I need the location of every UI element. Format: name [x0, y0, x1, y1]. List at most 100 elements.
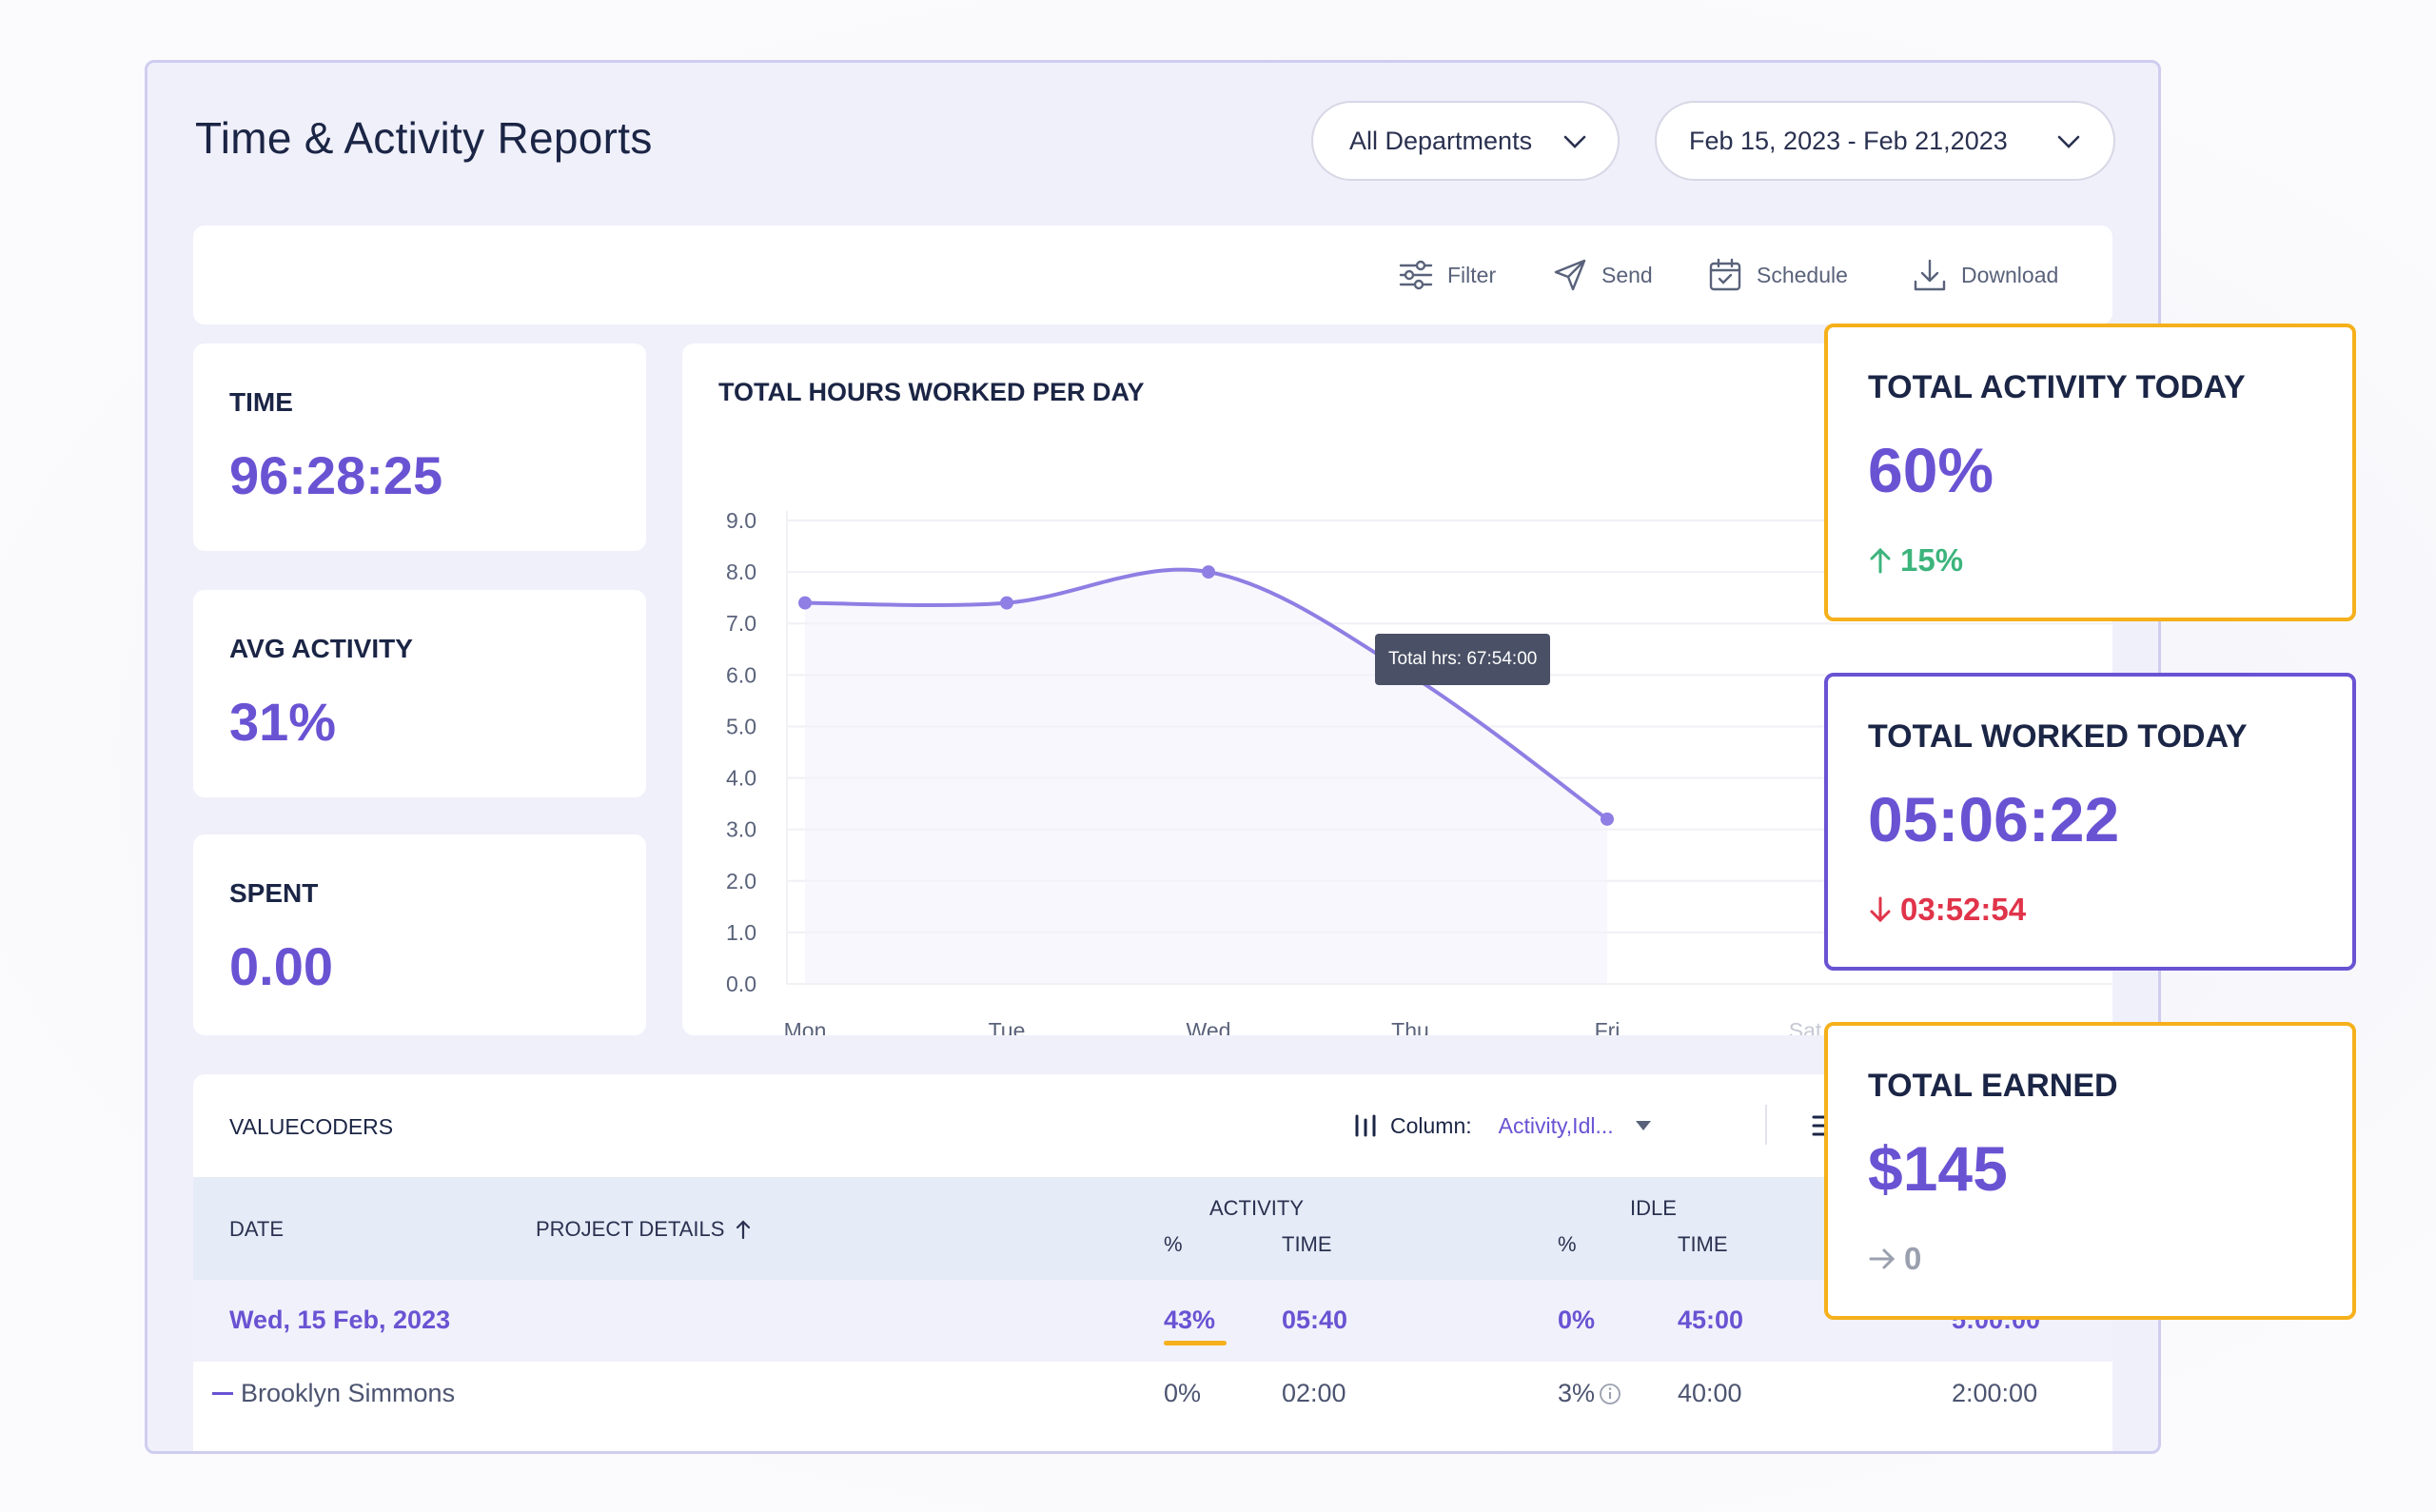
y-tick-label: 7.0 [726, 611, 756, 636]
table-title: VALUECODERS [229, 1114, 394, 1139]
header-activity-pct[interactable]: % [1164, 1232, 1183, 1256]
chevron-down-icon [2057, 135, 2080, 148]
row-activity-pct: 0% [1164, 1379, 1202, 1407]
header-project[interactable]: PROJECT DETAILS [536, 1217, 753, 1242]
series-area [805, 569, 1607, 984]
download-icon [1914, 259, 1946, 291]
filter-button[interactable]: Filter [1398, 226, 1496, 324]
arrow-right-icon [1869, 1248, 1896, 1269]
card-change: 0 [1868, 1241, 1921, 1277]
x-tick-day: Wed [1187, 1018, 1231, 1035]
stat-value: 31% [229, 692, 337, 752]
data-point [1202, 565, 1215, 579]
card-value: 60% [1868, 435, 1994, 505]
header-idle-time[interactable]: TIME [1678, 1232, 1728, 1256]
header-idle: IDLE [1630, 1196, 1677, 1220]
card-change-value: 15% [1900, 542, 1964, 578]
x-tick-day: Mon [784, 1018, 827, 1035]
card-title: TOTAL EARNED [1868, 1068, 2118, 1104]
y-tick-label: 6.0 [726, 662, 756, 687]
y-tick-label: 1.0 [726, 920, 756, 945]
card-value: 05:06:22 [1868, 784, 2120, 854]
avg-activity-stat-card: AVG ACTIVITY 31% [193, 590, 646, 797]
row-date: Wed, 15 Feb, 2023 [229, 1306, 451, 1334]
arrow-down-icon [1870, 896, 1891, 923]
timesheet-table: VALUECODERS Column: Activity,Idl... G DA… [193, 1074, 2112, 1451]
data-point [798, 596, 812, 610]
department-select-label: All Departments [1349, 126, 1533, 155]
y-tick-label: 5.0 [726, 714, 756, 738]
date-range-select[interactable]: Feb 15, 2023 - Feb 21,2023 [1655, 101, 2115, 181]
spent-stat-card: SPENT 0.00 [193, 835, 646, 1035]
card-title: TOTAL ACTIVITY TODAY [1868, 369, 2246, 405]
total-worked-today-card: TOTAL WORKED TODAY 05:06:22 03:52:54 [1824, 673, 2356, 971]
card-change-value: 03:52:54 [1900, 892, 2027, 927]
schedule-button[interactable]: Schedule [1707, 226, 1848, 324]
calendar-icon [1709, 258, 1741, 291]
total-earned-card: TOTAL EARNED $145 0 [1824, 1022, 2356, 1320]
caret-down-icon [1635, 1121, 1651, 1130]
x-tick-day: Fri [1595, 1018, 1621, 1035]
card-change: 15% [1868, 542, 1963, 579]
send-label: Send [1601, 262, 1653, 287]
arrow-up-icon [737, 1220, 751, 1240]
collapse-dash-icon[interactable] [212, 1392, 233, 1395]
header-activity: ACTIVITY [1209, 1196, 1305, 1220]
table-header: DATE PROJECT DETAILS ACTIVITY % TIME IDL… [193, 1177, 2112, 1280]
y-tick-label: 9.0 [726, 508, 756, 533]
column-value: Activity,Idl... [1498, 1112, 1614, 1138]
row-idle-pct: 3% [1558, 1379, 1621, 1408]
date-range-label: Feb 15, 2023 - Feb 21,2023 [1689, 126, 2008, 155]
chevron-down-icon [1563, 135, 1586, 148]
header-date[interactable]: DATE [229, 1217, 285, 1241]
x-tick-day: Tue [989, 1018, 1026, 1035]
card-change: 03:52:54 [1868, 892, 2026, 928]
row-idle-time: 45:00 [1678, 1306, 1744, 1334]
table-row[interactable]: Brooklyn Simmons 0% 02:00 3% 40:00 2:00:… [193, 1362, 2112, 1451]
department-select[interactable]: All Departments [1311, 101, 1620, 181]
stat-label: TIME [229, 387, 293, 417]
y-tick-label: 2.0 [726, 869, 756, 893]
info-icon[interactable] [1599, 1383, 1621, 1405]
time-stat-card: TIME 96:28:25 [193, 344, 646, 551]
schedule-label: Schedule [1757, 262, 1848, 287]
y-tick-label: 4.0 [726, 766, 756, 791]
stat-value: 0.00 [229, 936, 333, 996]
data-point [1601, 812, 1614, 826]
y-tick-label: 8.0 [726, 560, 756, 584]
download-label: Download [1961, 262, 2059, 287]
chart-tooltip: Total hrs: 67:54:00 [1375, 634, 1551, 685]
header-project-label: PROJECT DETAILS [536, 1217, 725, 1241]
card-value: $145 [1868, 1133, 2008, 1204]
total-activity-today-card: TOTAL ACTIVITY TODAY 60% 15% [1824, 324, 2356, 621]
chart-title: TOTAL HOURS WORKED PER DAY [718, 378, 1145, 406]
x-tick-day: Sat [1789, 1018, 1822, 1035]
column-select[interactable]: Column: Activity,Idl... [1352, 1107, 1652, 1145]
y-tick-label: 0.0 [726, 972, 756, 996]
filter-icon [1399, 260, 1433, 290]
stat-value: 96:28:25 [229, 445, 443, 505]
row-idle-pct-value: 3% [1558, 1379, 1596, 1407]
send-icon [1554, 259, 1586, 291]
card-change-value: 0 [1904, 1241, 1922, 1276]
row-total: 2:00:00 [1952, 1379, 2038, 1407]
row-activity-time: 02:00 [1282, 1379, 1346, 1407]
header-idle-pct[interactable]: % [1558, 1232, 1577, 1256]
y-tick-label: 3.0 [726, 817, 756, 842]
stat-label: SPENT [229, 878, 319, 908]
send-button[interactable]: Send [1552, 226, 1653, 324]
page-title: Time & Activity Reports [195, 113, 653, 163]
activity-underline [1164, 1341, 1227, 1345]
download-button[interactable]: Download [1912, 226, 2058, 324]
table-row[interactable]: Wed, 15 Feb, 2023 43% 05:40 0% 45:00 5:0… [193, 1280, 2112, 1362]
row-activity-pct: 43% [1164, 1306, 1216, 1334]
arrow-up-icon [1870, 547, 1891, 574]
header-activity-time[interactable]: TIME [1282, 1232, 1332, 1256]
toolbar-divider [1765, 1105, 1767, 1145]
row-idle-time: 40:00 [1678, 1379, 1742, 1407]
card-title: TOTAL WORKED TODAY [1868, 718, 2248, 755]
report-toolbar: Filter Send Schedule Download [193, 226, 2112, 324]
columns-icon [1355, 1114, 1376, 1137]
row-person-name: Brooklyn Simmons [241, 1379, 456, 1407]
row-activity-time: 05:40 [1282, 1306, 1348, 1334]
